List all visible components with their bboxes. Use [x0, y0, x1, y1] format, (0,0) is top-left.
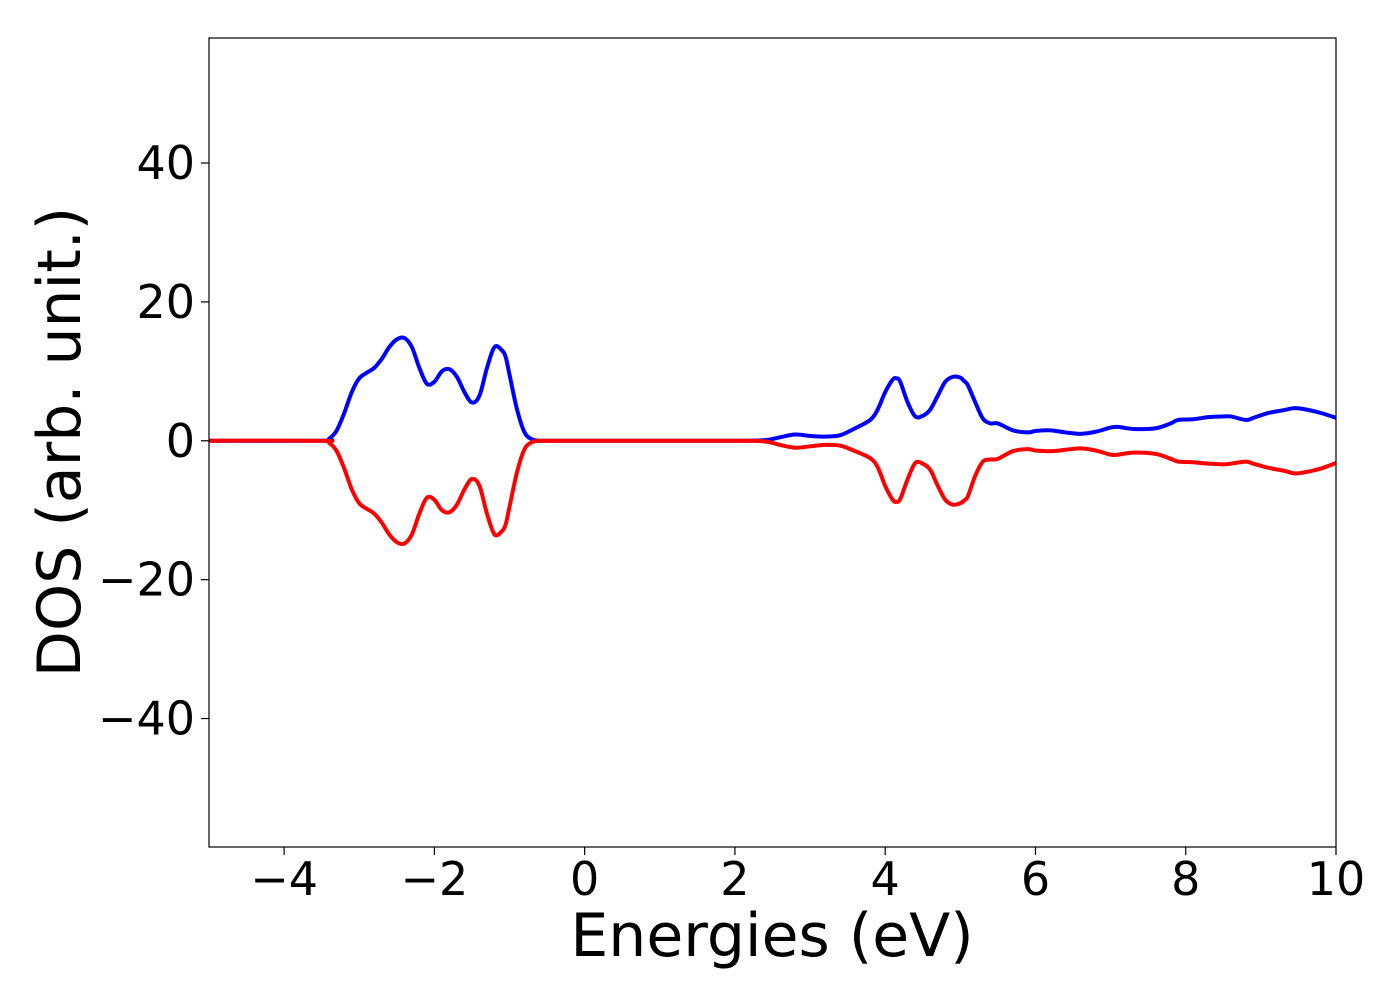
- x-tick-label: 8: [1171, 852, 1200, 906]
- series-layer: [209, 335, 1336, 547]
- plot-frame: [208, 37, 1337, 848]
- x-tick-label: 6: [1021, 852, 1050, 906]
- series-line-spin-up: [209, 335, 1336, 443]
- x-tick-label: 2: [720, 852, 749, 906]
- x-axis-label: Energies (eV): [570, 901, 973, 971]
- y-tick-label: −40: [98, 692, 195, 746]
- y-axis-label: DOS (arb. unit.): [25, 207, 95, 677]
- series-line-spin-down: [209, 438, 1336, 547]
- y-axis-ticks: −40 −20 0 20 40: [98, 136, 209, 746]
- x-axis-ticks: −4 −2 0 2 4 6 8 10: [250, 847, 1365, 906]
- x-tick-label: 4: [871, 852, 900, 906]
- y-tick-label: −20: [98, 553, 195, 607]
- x-tick-label: 10: [1307, 852, 1366, 906]
- x-tick-label: 0: [570, 852, 599, 906]
- y-tick-label: 0: [166, 414, 195, 468]
- x-tick-label: −2: [400, 852, 468, 906]
- x-tick-label: −4: [250, 852, 318, 906]
- y-tick-label: 20: [136, 275, 195, 329]
- y-tick-label: 40: [136, 136, 195, 190]
